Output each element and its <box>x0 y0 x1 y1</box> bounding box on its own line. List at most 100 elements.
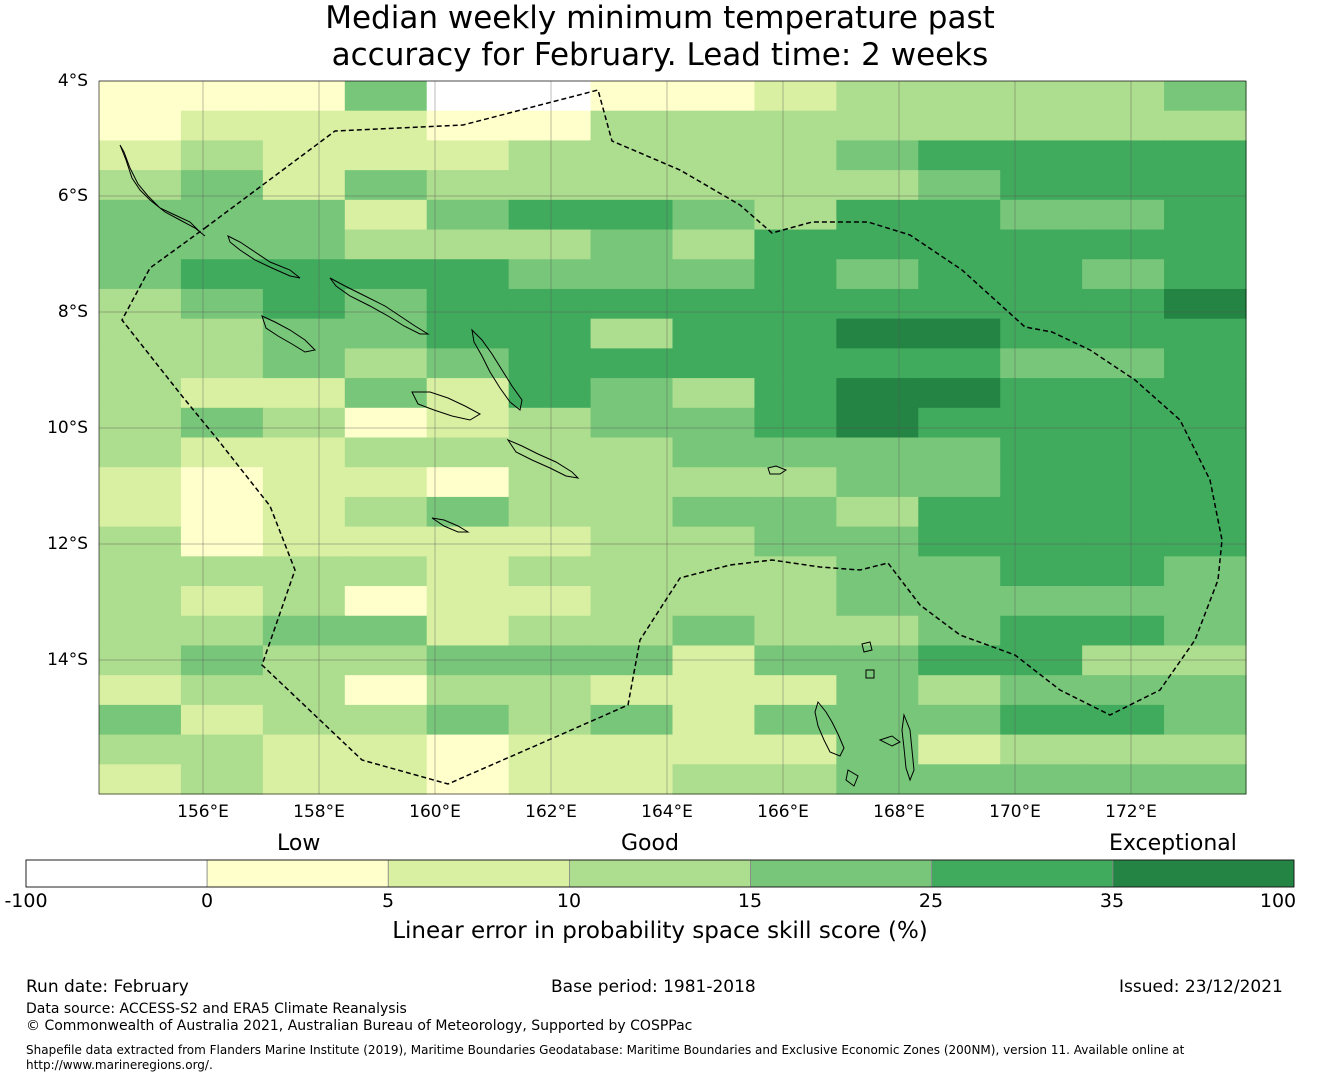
grid-cell <box>918 467 1001 498</box>
grid-cell <box>1164 318 1247 349</box>
colorbar-swatch <box>1112 859 1295 888</box>
grid-cell <box>1000 110 1083 142</box>
grid-cell <box>672 704 756 736</box>
grid-cell <box>180 704 264 736</box>
grid-cell <box>262 675 346 706</box>
lat-tick-6s: 6°S <box>57 186 88 206</box>
grid-cell <box>590 229 674 260</box>
colorbar-tick-5: 5 <box>381 890 395 912</box>
grid-cell <box>262 229 346 260</box>
grid-cell <box>1000 81 1083 112</box>
grid-cell <box>1164 467 1247 498</box>
grid-cell <box>1082 259 1165 290</box>
coastline-santa-cruz <box>767 465 788 475</box>
grid-cell <box>754 556 837 587</box>
grid-cell <box>344 259 428 290</box>
grid-cell <box>1082 704 1165 736</box>
grid-cell <box>672 734 756 765</box>
grid-cell <box>180 764 264 795</box>
grid-cell <box>590 348 674 379</box>
grid-cell <box>262 645 346 676</box>
grid-cell <box>99 704 182 736</box>
grid-cell <box>1000 764 1083 795</box>
grid-cell <box>508 318 592 349</box>
grid-cell <box>590 496 674 528</box>
grid-cell <box>262 318 346 349</box>
grid-cell <box>426 288 510 320</box>
grid-cell <box>99 586 182 617</box>
grid-cell <box>918 496 1001 528</box>
grid-cell <box>1000 348 1083 379</box>
grid-cell <box>180 288 264 320</box>
grid-cell <box>918 645 1001 676</box>
colorbar-label: Linear error in probability space skill … <box>392 918 928 944</box>
grid-cell <box>426 526 510 557</box>
grid-cell <box>1000 675 1083 706</box>
grid-cell <box>262 288 346 320</box>
grid-cell <box>754 378 837 409</box>
grid-cell <box>99 734 182 765</box>
grid-cell <box>1082 288 1165 320</box>
grid-cell <box>754 437 837 468</box>
grid-cell <box>590 170 674 201</box>
lat-tick-4s: 4°S <box>57 71 88 91</box>
grid-cell <box>344 437 428 468</box>
grid-cell <box>99 170 182 201</box>
grid-cell <box>508 229 592 260</box>
grid-cell <box>918 615 1001 647</box>
grid-cell <box>508 437 592 468</box>
grid-cell <box>1000 199 1083 231</box>
grid-cell <box>1082 318 1165 349</box>
grid-cell <box>754 615 837 647</box>
grid-cell <box>1164 407 1247 439</box>
grid-cell <box>1082 437 1165 468</box>
grid-cell <box>590 288 674 320</box>
grid-cell <box>672 199 756 231</box>
grid-cell <box>590 259 674 290</box>
grid-cell <box>1082 407 1165 439</box>
grid-cell <box>836 437 919 468</box>
grid-cell <box>1164 110 1247 142</box>
grid-cell <box>754 110 837 142</box>
grid-cell <box>1000 645 1083 676</box>
lon-tick-172e: 172°E <box>1105 802 1157 822</box>
copyright-notice: © Commonwealth of Australia 2021, Austra… <box>26 1018 693 1034</box>
grid-cell <box>754 467 837 498</box>
grid-cell <box>590 734 674 765</box>
grid-cell <box>918 675 1001 706</box>
grid-cell <box>1164 586 1247 617</box>
coastline-bougainville <box>119 144 206 237</box>
grid-cell <box>672 378 756 409</box>
grid-cell <box>918 764 1001 795</box>
lon-tick-158e: 158°E <box>293 802 345 822</box>
grid-cell <box>1082 496 1165 528</box>
grid-cell <box>508 645 592 676</box>
grid-cell <box>180 526 264 557</box>
grid-cell <box>672 615 756 647</box>
grid-cell <box>180 110 264 142</box>
grid-cell <box>508 140 592 171</box>
grid-cell <box>262 348 346 379</box>
grid-cell <box>836 259 919 290</box>
grid-cell <box>262 81 346 112</box>
grid-cell <box>754 734 837 765</box>
grid-cell <box>344 81 428 112</box>
grid-cell <box>918 140 1001 171</box>
grid-cell <box>918 318 1001 349</box>
grid-cell <box>344 586 428 617</box>
grid-cell <box>1164 734 1247 765</box>
grid-cell <box>1082 645 1165 676</box>
grid-cell <box>344 675 428 706</box>
grid-cell <box>180 437 264 468</box>
grid-cell <box>344 140 428 171</box>
grid-cell <box>344 526 428 557</box>
grid-cell <box>426 615 510 647</box>
grid-cell <box>836 348 919 379</box>
grid-cell <box>918 81 1001 112</box>
grid-cell <box>1000 586 1083 617</box>
coastline-espiritu-santo <box>814 700 845 757</box>
grid-cell <box>344 110 428 142</box>
lon-tick-166e: 166°E <box>757 802 809 822</box>
grid-cell <box>508 199 592 231</box>
coastline-tiny-island-1 <box>861 641 873 653</box>
